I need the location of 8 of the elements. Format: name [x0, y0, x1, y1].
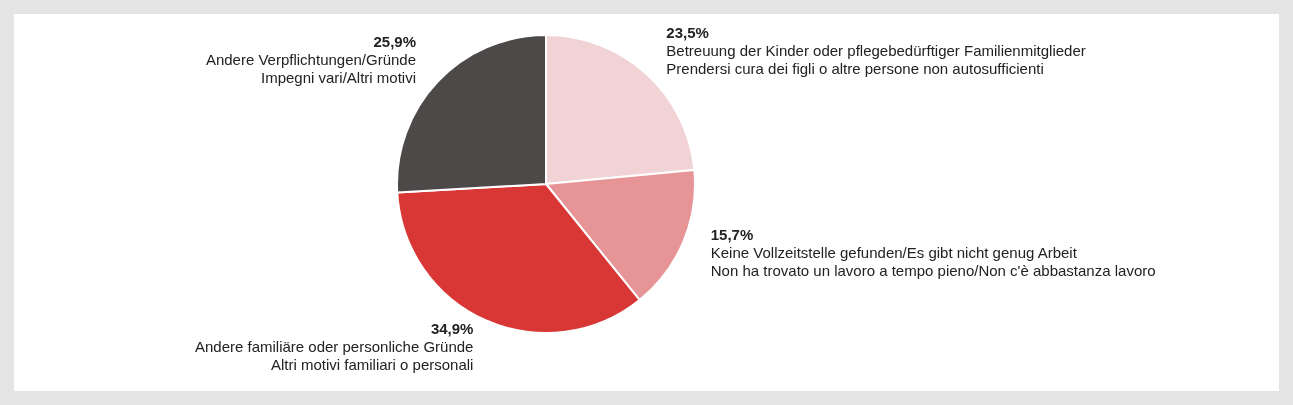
slice-label: Betreuung der Kinder oder pflegebedürftiger Familienmitglieder Prendersi cura dei figli o altre persone non autosufficienti	[666, 41, 1086, 77]
data-label: 34,9%	[430, 319, 474, 337]
data-label: 15,7%	[710, 225, 754, 243]
slice-label: Andere familiäre oder personliche Gründe Altri motivi familiari o personali	[194, 337, 474, 373]
data-label: 23,5%	[666, 23, 709, 41]
data-label: 25,9%	[373, 33, 417, 51]
slice-label: Andere Verpflichtungen/Gründe Impegni vari/Altri motivi	[205, 51, 417, 87]
slice-label: Keine Vollzeitstelle gefunden/Es gibt nicht genug Arbeit Non ha trovato un lavoro a tempo pieno/Non c'è abbastanza lavoro	[710, 243, 1156, 279]
